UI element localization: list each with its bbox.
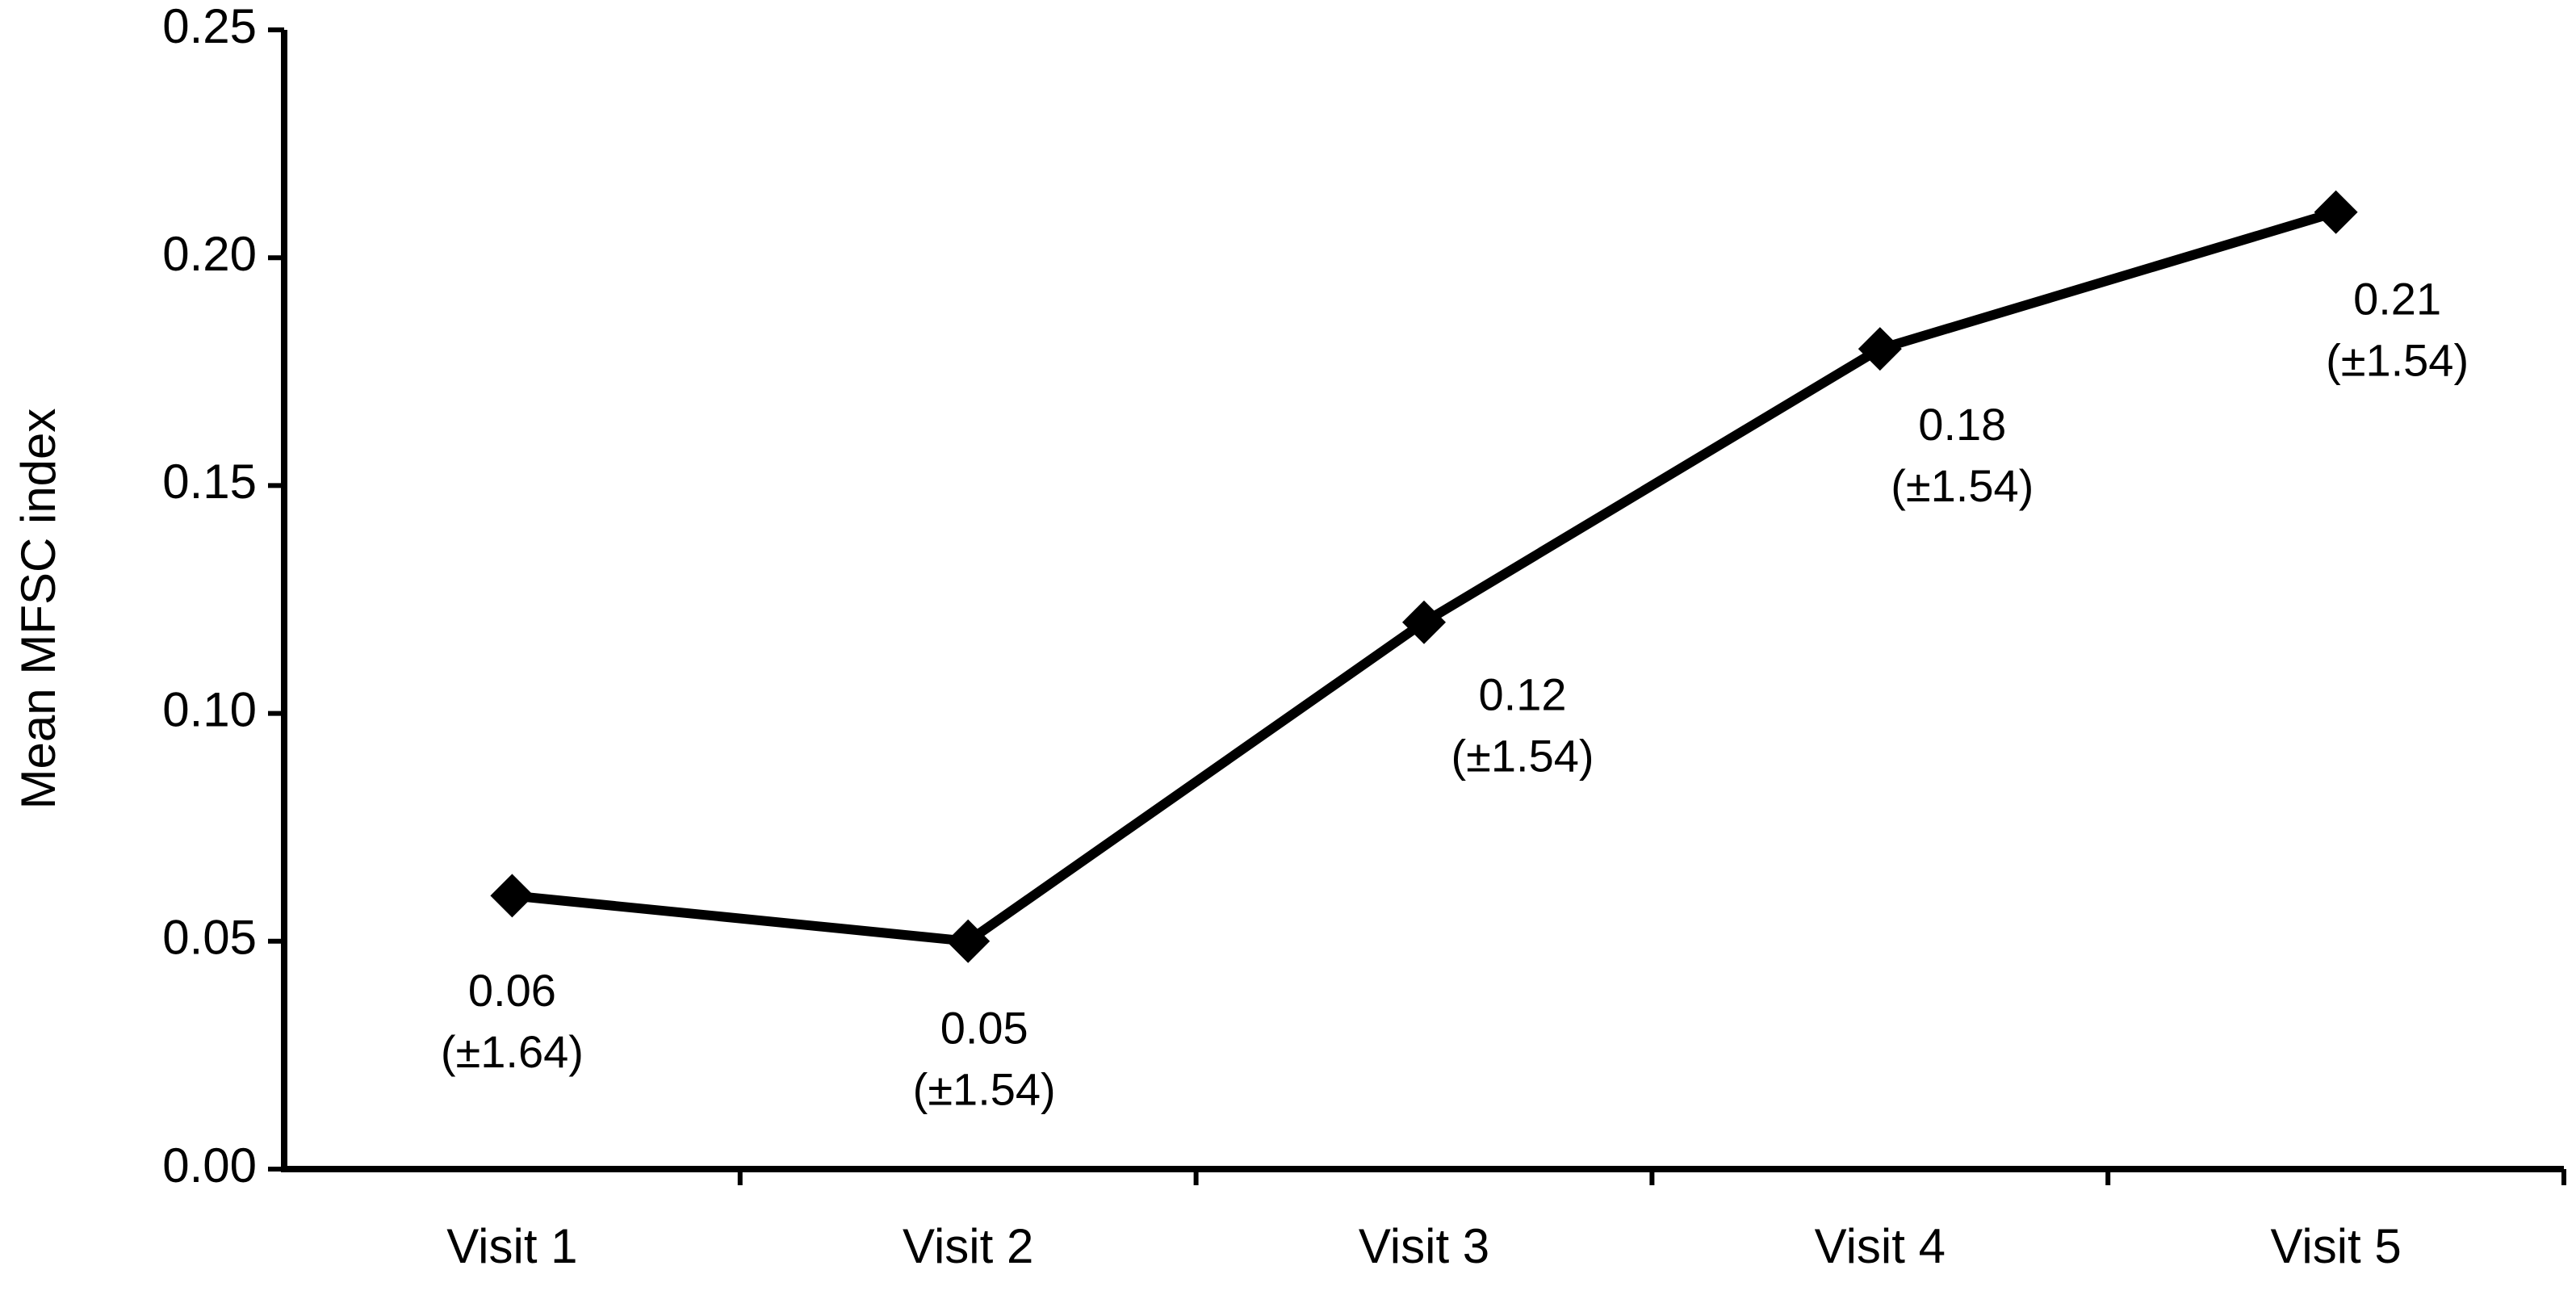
error-label: (±1.64) — [441, 1026, 584, 1077]
x-tick-label: Visit 2 — [903, 1219, 1033, 1273]
y-tick-label: 0.10 — [162, 682, 257, 736]
marker — [946, 919, 991, 963]
data-label: 0.18 — [1918, 399, 2006, 450]
x-tick-label: Visit 1 — [446, 1219, 577, 1273]
data-label: 0.05 — [940, 1003, 1028, 1054]
marker — [490, 874, 534, 918]
error-label: (±1.54) — [1451, 731, 1594, 782]
y-tick-label: 0.00 — [162, 1138, 257, 1192]
error-label: (±1.54) — [913, 1064, 1056, 1115]
x-tick-label: Visit 3 — [1359, 1219, 1489, 1273]
data-label: 0.12 — [1479, 669, 1567, 720]
data-label: 0.06 — [468, 965, 556, 1016]
error-label: (±1.54) — [1891, 460, 2034, 511]
x-tick-label: Visit 4 — [1815, 1219, 1946, 1273]
marker — [1402, 600, 1446, 644]
marker — [2314, 190, 2358, 234]
error-label: (±1.54) — [2326, 335, 2469, 386]
y-tick-label: 0.20 — [162, 227, 257, 281]
x-tick-label: Visit 5 — [2270, 1219, 2401, 1273]
y-tick-label: 0.25 — [162, 0, 257, 53]
y-axis-label: Mean MFSC index — [11, 409, 65, 810]
y-tick-label: 0.05 — [162, 911, 257, 965]
y-tick-label: 0.15 — [162, 455, 257, 509]
marker — [1858, 327, 1902, 371]
line — [511, 207, 2338, 946]
data-label: 0.21 — [2353, 274, 2441, 325]
